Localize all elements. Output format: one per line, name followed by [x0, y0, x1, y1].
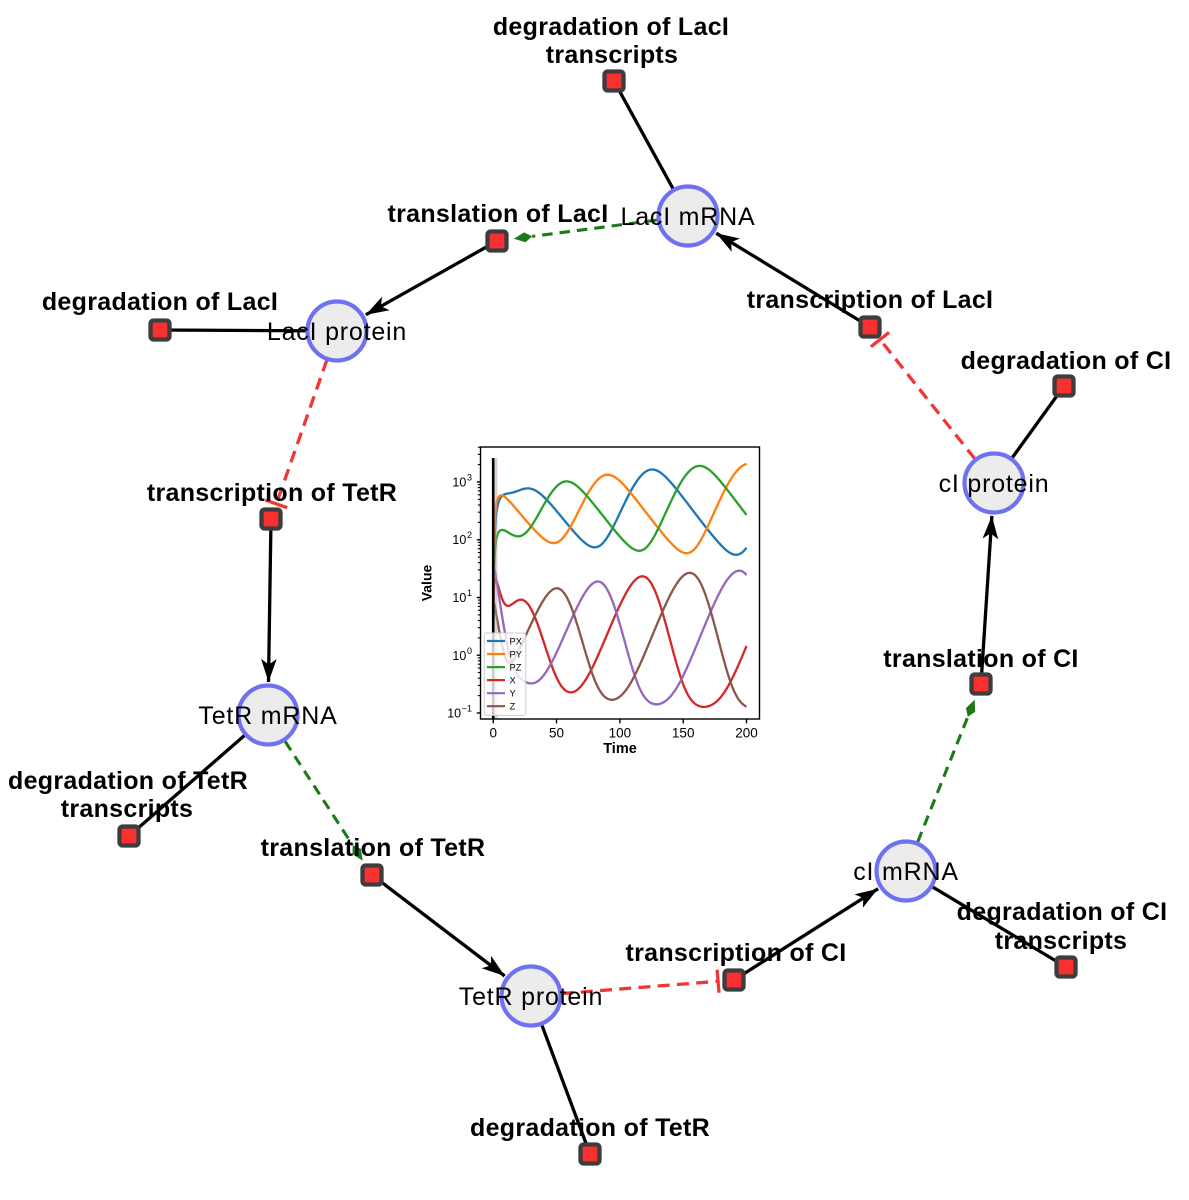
svg-text:transcripts: transcripts	[995, 927, 1128, 955]
svg-text:translation of LacI: translation of LacI	[387, 200, 608, 228]
svg-text:200: 200	[735, 726, 758, 741]
svg-text:−1: −1	[462, 704, 472, 714]
svg-text:TetR mRNA: TetR mRNA	[198, 702, 337, 730]
svg-text:Y: Y	[510, 688, 517, 699]
svg-text:TetR protein: TetR protein	[459, 983, 603, 1011]
svg-text:degradation of TetR: degradation of TetR	[470, 1114, 710, 1142]
svg-text:Value: Value	[419, 565, 435, 602]
svg-text:transcripts: transcripts	[61, 795, 194, 823]
svg-text:100: 100	[609, 726, 632, 741]
svg-text:degradation of LacI: degradation of LacI	[42, 288, 278, 316]
svg-text:cI mRNA: cI mRNA	[853, 858, 959, 886]
svg-text:10: 10	[452, 591, 466, 605]
svg-text:degradation of CI: degradation of CI	[961, 347, 1172, 375]
svg-text:translation of CI: translation of CI	[883, 645, 1078, 673]
svg-text:degradation of LacI: degradation of LacI	[493, 13, 729, 41]
svg-text:transcription of CI: transcription of CI	[626, 939, 847, 967]
svg-text:1: 1	[467, 588, 472, 598]
svg-text:150: 150	[672, 726, 695, 741]
svg-text:cI protein: cI protein	[939, 470, 1050, 498]
svg-text:2: 2	[467, 530, 472, 540]
svg-text:transcription of TetR: transcription of TetR	[147, 479, 397, 507]
svg-text:PZ: PZ	[510, 662, 522, 673]
svg-text:50: 50	[549, 726, 564, 741]
svg-text:LacI protein: LacI protein	[267, 318, 407, 346]
svg-text:degradation of CI: degradation of CI	[957, 898, 1168, 926]
svg-text:3: 3	[467, 473, 472, 483]
svg-text:transcription of LacI: transcription of LacI	[747, 286, 994, 314]
svg-text:LacI mRNA: LacI mRNA	[620, 203, 755, 231]
svg-text:PY: PY	[510, 648, 523, 659]
svg-text:X: X	[510, 675, 517, 686]
svg-text:10: 10	[452, 649, 466, 663]
svg-text:10: 10	[452, 533, 466, 547]
svg-text:Z: Z	[510, 701, 516, 712]
svg-text:10: 10	[452, 476, 466, 490]
svg-text:transcripts: transcripts	[546, 41, 679, 69]
svg-text:10: 10	[447, 707, 461, 721]
svg-text:Time: Time	[603, 741, 637, 757]
svg-text:PX: PX	[510, 635, 523, 646]
svg-text:translation of TetR: translation of TetR	[261, 834, 486, 862]
svg-text:degradation of TetR: degradation of TetR	[8, 767, 248, 795]
svg-text:0: 0	[467, 646, 472, 656]
svg-text:0: 0	[489, 726, 497, 741]
